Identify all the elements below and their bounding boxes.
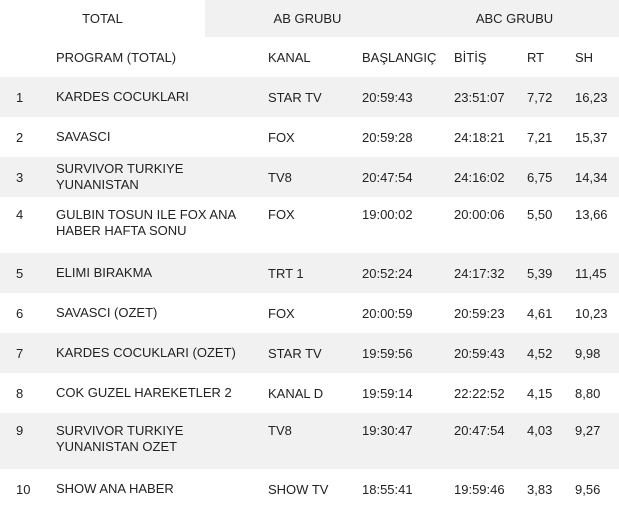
header-baslangic: BAŞLANGIÇ [362, 49, 437, 65]
table-header-row: PROGRAM (TOTAL) KANAL BAŞLANGIÇ BİTİŞ RT… [0, 37, 619, 77]
row-sh: 14,34 [575, 169, 608, 185]
row-program: KARDES COCUKLARI [56, 89, 189, 104]
table-row: 7 KARDES COCUKLARI (OZET) STAR TV 19:59:… [0, 333, 619, 373]
row-rt: 4,52 [527, 345, 553, 361]
row-sh: 15,37 [575, 129, 608, 145]
row-rank: 3 [16, 169, 24, 185]
table-row: 6 SAVASCI (OZET) FOX 20:00:59 20:59:23 4… [0, 293, 619, 333]
row-sh: 9,98 [575, 345, 601, 361]
row-baslangic: 20:52:24 [362, 265, 413, 281]
table-row: 3 SURVIVOR TURKIYE YUNANISTAN TV8 20:47:… [0, 157, 619, 197]
row-kanal: TRT 1 [268, 265, 304, 281]
row-bitis: 20:59:23 [454, 305, 505, 321]
ratings-table: PROGRAM (TOTAL) KANAL BAŞLANGIÇ BİTİŞ RT… [0, 37, 619, 505]
header-program: PROGRAM (TOTAL) [56, 49, 177, 65]
row-program: KARDES COCUKLARI (OZET) [56, 345, 236, 360]
row-rank: 8 [16, 385, 24, 401]
row-rt: 5,39 [527, 265, 553, 281]
row-sh: 8,80 [575, 385, 601, 401]
row-rank: 1 [16, 89, 24, 105]
header-rank [0, 37, 56, 77]
row-bitis: 23:51:07 [454, 89, 505, 105]
row-bitis: 24:17:32 [454, 265, 505, 281]
row-program: COK GUZEL HAREKETLER 2 [56, 385, 232, 400]
row-rt: 5,50 [527, 207, 553, 222]
row-sh: 16,23 [575, 89, 608, 105]
table-row: 2 SAVASCI FOX 20:59:28 24:18:21 7,21 15,… [0, 117, 619, 157]
row-sh: 13,66 [575, 207, 608, 222]
row-rt: 7,21 [527, 129, 553, 145]
row-rank: 10 [16, 481, 31, 497]
row-kanal: TV8 [268, 169, 292, 185]
row-baslangic: 18:55:41 [362, 481, 413, 497]
row-baslangic: 20:59:43 [362, 89, 413, 105]
row-sh: 9,56 [575, 481, 601, 497]
row-kanal: KANAL D [268, 385, 324, 401]
row-rank: 7 [16, 345, 24, 361]
row-program: SURVIVOR TURKIYE YUNANISTAN [56, 161, 184, 192]
row-kanal: STAR TV [268, 345, 322, 361]
row-baslangic: 20:00:59 [362, 305, 413, 321]
row-program: SAVASCI [56, 129, 111, 144]
tab-bar: TOTAL AB GRUBU ABC GRUBU [0, 0, 619, 37]
row-kanal: FOX [268, 305, 295, 321]
row-program: GULBIN TOSUN ILE FOX ANA HABER HAFTA SON… [56, 207, 236, 238]
row-baslangic: 19:59:14 [362, 385, 413, 401]
row-sh: 9,27 [575, 423, 601, 438]
tab-total[interactable]: TOTAL [0, 0, 205, 37]
row-rt: 4,03 [527, 423, 553, 438]
row-bitis: 20:47:54 [454, 423, 505, 438]
tab-ab-grubu[interactable]: AB GRUBU [205, 0, 410, 37]
header-kanal: KANAL [268, 49, 311, 65]
row-baslangic: 19:00:02 [362, 207, 413, 222]
row-program: SAVASCI (OZET) [56, 305, 158, 320]
tab-abc-grubu[interactable]: ABC GRUBU [410, 0, 619, 37]
row-bitis: 19:59:46 [454, 481, 505, 497]
row-rt: 3,83 [527, 481, 553, 497]
row-sh: 10,23 [575, 305, 608, 321]
row-rank: 5 [16, 265, 24, 281]
row-rt: 4,61 [527, 305, 553, 321]
row-kanal: TV8 [268, 423, 292, 438]
row-bitis: 20:00:06 [454, 207, 505, 222]
row-kanal: FOX [268, 129, 295, 145]
row-kanal: FOX [268, 207, 295, 222]
row-baslangic: 20:59:28 [362, 129, 413, 145]
table-row: 1 KARDES COCUKLARI STAR TV 20:59:43 23:5… [0, 77, 619, 117]
row-rank: 6 [16, 305, 24, 321]
table-row: 10 SHOW ANA HABER SHOW TV 18:55:41 19:59… [0, 469, 619, 505]
row-bitis: 22:22:52 [454, 385, 505, 401]
row-baslangic: 19:30:47 [362, 423, 413, 438]
row-program: SURVIVOR TURKIYE YUNANISTAN OZET [56, 423, 184, 454]
row-rt: 7,72 [527, 89, 553, 105]
header-bitis: BİTİŞ [454, 49, 487, 65]
header-rt: RT [527, 49, 545, 65]
table-row: 4 GULBIN TOSUN ILE FOX ANA HABER HAFTA S… [0, 197, 619, 253]
table-row: 9 SURVIVOR TURKIYE YUNANISTAN OZET TV8 1… [0, 413, 619, 469]
row-sh: 11,45 [575, 265, 607, 281]
row-rt: 4,15 [527, 385, 553, 401]
row-bitis: 24:18:21 [454, 129, 505, 145]
row-kanal: STAR TV [268, 89, 322, 105]
table-row: 5 ELIMI BIRAKMA TRT 1 20:52:24 24:17:32 … [0, 253, 619, 293]
row-rank: 9 [16, 423, 24, 438]
row-baslangic: 19:59:56 [362, 345, 413, 361]
row-bitis: 24:16:02 [454, 169, 505, 185]
table-row: 8 COK GUZEL HAREKETLER 2 KANAL D 19:59:1… [0, 373, 619, 413]
row-rank: 2 [16, 129, 24, 145]
header-sh: SH [575, 49, 594, 65]
row-program: SHOW ANA HABER [56, 481, 174, 496]
row-kanal: SHOW TV [268, 481, 329, 497]
row-program: ELIMI BIRAKMA [56, 265, 153, 280]
row-baslangic: 20:47:54 [362, 169, 413, 185]
row-bitis: 20:59:43 [454, 345, 505, 361]
row-rt: 6,75 [527, 169, 553, 185]
row-rank: 4 [16, 207, 24, 222]
